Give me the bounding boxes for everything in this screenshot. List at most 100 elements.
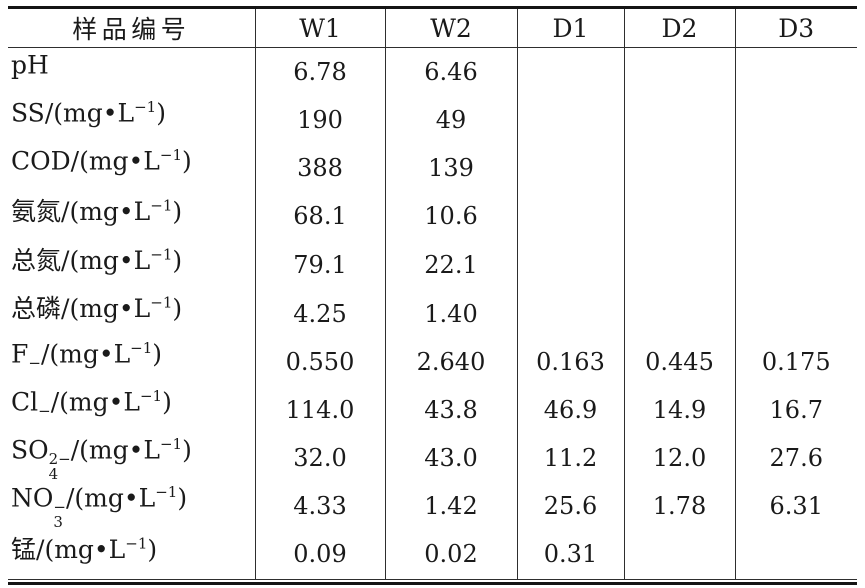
table-row-total-nitrogen: 总氮/(mg•L−1) 79.1 22.1: [8, 240, 857, 290]
unit-exponent: −1: [125, 534, 148, 553]
row-label-base: pH: [11, 50, 49, 80]
unit-close: ): [147, 535, 158, 565]
value-cell: 388: [254, 144, 385, 192]
unit-text: /(mg•L: [44, 98, 135, 128]
results-table-container: 样品编号 W1 W2 D1 D2 D3 pH 6.78 6.46 SS/(mg•…: [8, 6, 857, 585]
value-cell: [623, 240, 735, 290]
value-cell: [623, 530, 735, 580]
unit-exponent: −1: [159, 145, 183, 164]
row-label-base: 总氮: [11, 245, 62, 275]
column-header-d1: D1: [516, 9, 624, 48]
value-cell: 68.1: [254, 192, 385, 241]
header-row: 样品编号 W1 W2 D1 D2 D3: [8, 9, 857, 48]
value-cell: 43.0: [384, 434, 517, 483]
value-cell: 190: [254, 96, 385, 144]
value-cell: 0.09: [254, 530, 385, 580]
row-label-base: NO: [11, 482, 54, 512]
unit-text: /(mg•L: [40, 338, 131, 368]
value-cell: [516, 144, 624, 192]
value-cell: [623, 47, 735, 96]
unit-exponent: −1: [155, 482, 178, 501]
value-cell: 79.1: [254, 240, 385, 290]
value-cell: 0.445: [623, 338, 735, 387]
value-cell: [623, 96, 735, 144]
value-cell: 1.42: [384, 482, 517, 531]
row-label-base: F: [11, 338, 29, 368]
unit-close: ): [172, 245, 183, 275]
value-cell: [734, 96, 857, 144]
value-cell: [734, 192, 857, 241]
row-label-base: 总磷: [11, 294, 62, 324]
value-cell: 16.7: [734, 386, 857, 435]
unit-text: /(mg•L: [61, 294, 151, 324]
table-row-ss: SS/(mg•L−1) 190 49: [8, 96, 857, 144]
value-cell: 32.0: [254, 434, 385, 483]
value-cell: [734, 47, 857, 96]
value-cell: 27.6: [734, 434, 857, 483]
unit-exponent: −1: [134, 97, 157, 116]
column-header-w2: W2: [384, 9, 517, 48]
table-row-ammonia-nitrogen: 氨氮/(mg•L−1) 68.1 10.6: [8, 192, 857, 241]
unit-text: /(mg•L: [65, 482, 156, 512]
value-cell: 139: [384, 144, 517, 192]
unit-close: ): [182, 434, 192, 464]
value-cell: 14.9: [623, 386, 735, 435]
value-cell: [516, 240, 624, 290]
unit-text: /(mg•L: [61, 197, 151, 226]
unit-exponent: −1: [130, 338, 153, 357]
row-label: 锰/(mg•L−1): [8, 530, 255, 580]
ion-charge-stack: −3: [53, 497, 66, 531]
value-cell: [734, 530, 857, 580]
unit-text: /(mg•L: [70, 434, 160, 464]
value-cell: 6.78: [254, 47, 385, 96]
value-cell: 10.6: [384, 192, 517, 241]
ion-charge-stack: −: [28, 353, 41, 372]
row-label: COD/(mg•L−1): [8, 144, 255, 192]
unit-close: ): [172, 294, 183, 324]
value-cell: [516, 47, 624, 96]
value-cell: [623, 144, 735, 192]
value-cell: 46.9: [516, 386, 624, 435]
row-label: SO 2− 4/(mg•L−1): [8, 434, 255, 482]
value-cell: [516, 289, 624, 339]
table-row-sulfate: SO 2− 4/(mg•L−1) 32.0 43.0 11.2 12.0 27.6: [8, 434, 857, 483]
table-row-fluoride: F −/(mg•L−1) 0.550 2.640 0.163 0.445 0.17…: [8, 338, 857, 387]
unit-close: ): [172, 197, 183, 226]
row-label-base: COD: [11, 146, 71, 176]
value-cell: [516, 96, 624, 144]
value-cell: 0.175: [734, 338, 857, 387]
value-cell: 4.25: [254, 289, 385, 339]
value-cell: 2.640: [384, 338, 517, 387]
value-cell: 4.33: [254, 482, 385, 531]
value-cell: [623, 192, 735, 241]
value-cell: 0.31: [516, 530, 624, 580]
value-cell: 6.31: [734, 482, 857, 531]
unit-text: /(mg•L: [70, 146, 160, 176]
value-cell: [734, 289, 857, 339]
row-label-base: 氨氮: [11, 197, 62, 226]
row-label: 总氮/(mg•L−1): [8, 241, 255, 290]
table-row-nitrate: NO −3/(mg•L−1) 4.33 1.42 25.6 1.78 6.31: [8, 482, 857, 531]
value-cell: 25.6: [516, 482, 624, 531]
column-header-sample-id: 样品编号: [8, 9, 255, 48]
unit-exponent: −1: [150, 294, 173, 313]
column-header-w1: W1: [254, 9, 385, 48]
unit-text: /(mg•L: [61, 245, 151, 275]
unit-close: ): [162, 386, 172, 416]
row-label: SS/(mg•L−1): [8, 96, 255, 144]
unit-text: /(mg•L: [50, 386, 140, 416]
value-cell: 0.550: [254, 338, 385, 387]
table-row-ph: pH 6.78 6.46: [8, 47, 857, 96]
row-label: NO −3/(mg•L−1): [8, 482, 255, 530]
row-label-base: Cl: [11, 386, 39, 416]
unit-text: /(mg•L: [36, 535, 126, 565]
unit-close: ): [182, 146, 192, 176]
value-cell: 0.02: [384, 530, 517, 580]
unit-exponent: −1: [150, 245, 173, 264]
row-label-base: SS: [11, 98, 45, 128]
unit-close: ): [156, 98, 166, 128]
table-body: pH 6.78 6.46 SS/(mg•L−1) 190 49 COD/(mg•…: [8, 47, 857, 580]
row-label: 氨氮/(mg•L−1): [8, 192, 255, 241]
column-header-d2: D2: [623, 9, 735, 48]
